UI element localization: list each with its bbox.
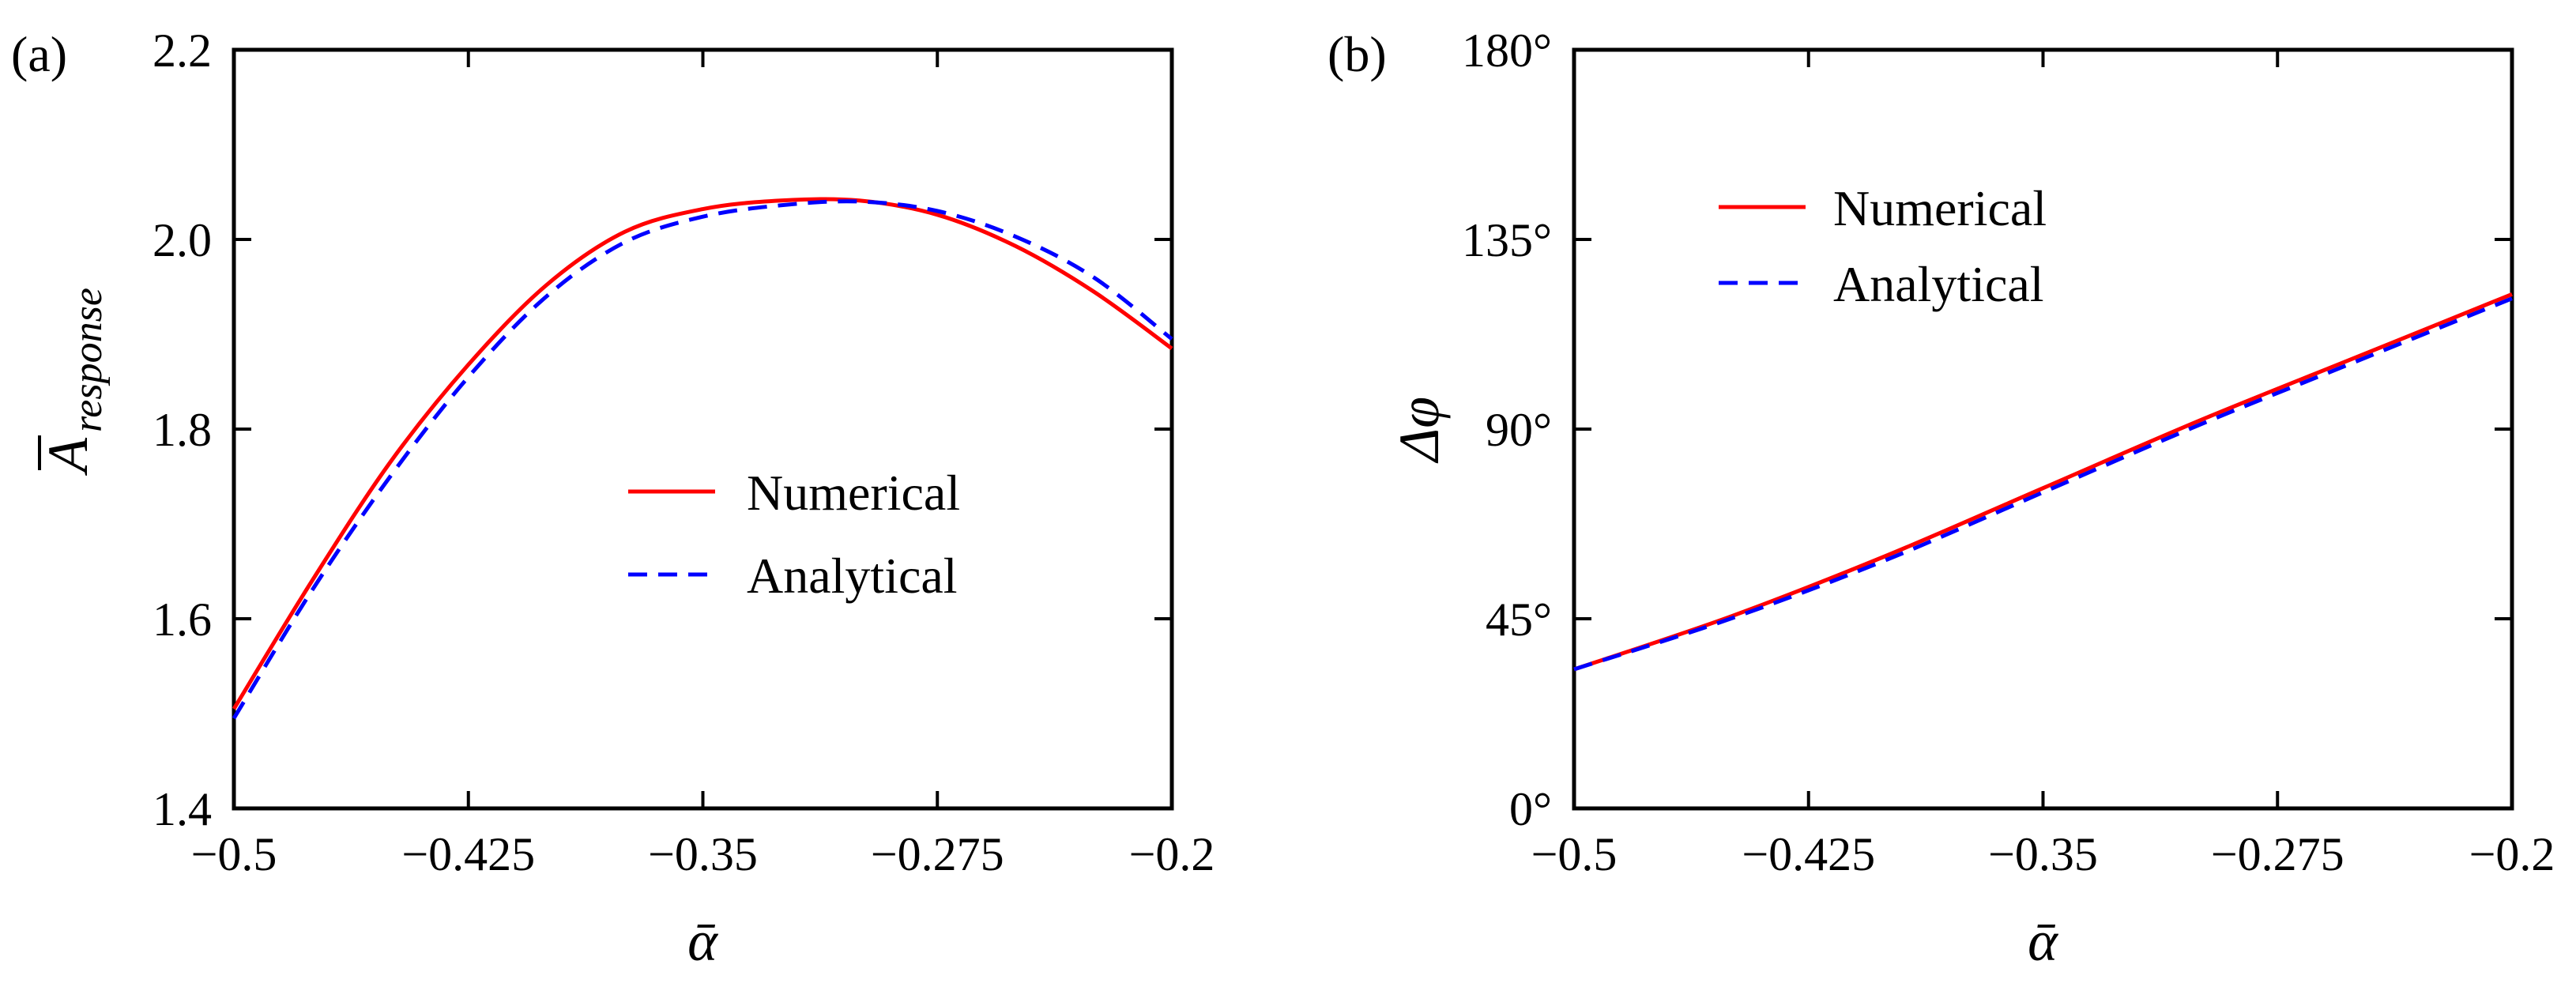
- y-label-subscript: response: [66, 288, 111, 432]
- panel-b-x-tick-label: −0.275: [2211, 828, 2344, 880]
- y-label-main: A: [36, 437, 100, 476]
- panel-b: (b) −0.5 −0.425 −0.35 −0.275 −0.2 0° 45° 90° 135…: [1328, 24, 2555, 973]
- panel-b-frame: [1572, 47, 2514, 811]
- panel-b-legend: Numerical Analytical: [1719, 180, 2047, 312]
- panel-a-y-tick-label: 1.6: [153, 593, 212, 646]
- panel-a-frame: [232, 47, 1174, 811]
- panel-b-y-tick-label: 90°: [1486, 404, 1552, 456]
- legend-b-numerical-label: Numerical: [1833, 180, 2047, 236]
- panel-a-y-tick-label: 2.2: [153, 24, 212, 77]
- panel-a-y-tick-label: 1.4: [153, 783, 212, 835]
- panel-b-x-axis-label: ᾱ: [2028, 910, 2058, 973]
- panel-b-series-numerical: [1573, 292, 2513, 672]
- panel-b-y-tick-label: 45°: [1486, 593, 1552, 646]
- panel-b-label: (b): [1328, 26, 1387, 82]
- panel-b-y-tick-label: 0°: [1509, 783, 1552, 835]
- panel-a-label: (a): [11, 26, 67, 82]
- panel-a-legend: Numerical Analytical: [628, 465, 960, 604]
- panel-a-lines: [232, 197, 1173, 720]
- panel-a-y-axis-label: A response: [36, 288, 111, 476]
- panel-b-x-tick-label: −0.425: [1742, 828, 1875, 880]
- panel-b-y-axis-label: Δφ: [1388, 397, 1451, 464]
- panel-a-x-tick-label: −0.425: [401, 828, 535, 880]
- panel-b-x-tick-label: −0.5: [1531, 828, 1618, 880]
- panel-a-x-tick-label: −0.5: [191, 828, 277, 880]
- panel-b-series-analytical: [1573, 296, 2513, 672]
- panel-b-y-tick-label: 135°: [1462, 214, 1552, 266]
- legend-a-numerical-label: Numerical: [747, 465, 960, 521]
- panel-a-y-tick-label: 1.8: [153, 404, 212, 456]
- panel-a-x-tick-label: −0.35: [648, 828, 758, 880]
- panel-a-ticks: −0.5 −0.425 −0.35 −0.275 −0.2 1.4 1.6 1.8 2.0 2.2: [153, 24, 1215, 880]
- panel-a-x-tick-label: −0.2: [1129, 828, 1215, 880]
- panel-b-x-tick-label: −0.2: [2469, 828, 2555, 880]
- panel-b-x-tick-label: −0.35: [1988, 828, 2098, 880]
- panel-b-ticks: −0.5 −0.425 −0.35 −0.275 −0.2 0° 45° 90° 135° 180…: [1462, 24, 2555, 880]
- panel-a-x-tick-label: −0.275: [871, 828, 1004, 880]
- panel-a-x-axis-label: ᾱ: [687, 910, 718, 973]
- legend-b-analytical-label: Analytical: [1833, 256, 2044, 312]
- panel-a-series-numerical: [232, 197, 1173, 710]
- panel-b-lines: [1573, 292, 2513, 672]
- panel-b-y-tick-label: 180°: [1462, 24, 1552, 77]
- panel-a-y-tick-label: 2.0: [153, 214, 212, 266]
- panel-a-series-analytical: [232, 199, 1173, 720]
- legend-a-analytical-label: Analytical: [747, 548, 958, 604]
- panel-a: (a) −0.5 −0.425 −0.35 −0.275 −0.2 1.4 1.6 1.8 2.…: [11, 24, 1215, 973]
